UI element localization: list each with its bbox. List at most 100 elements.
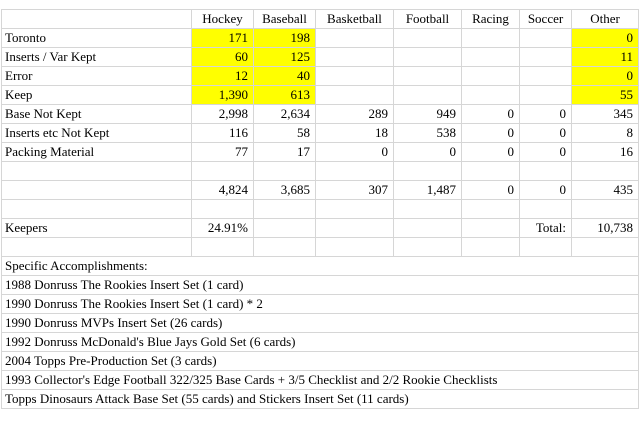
cell[interactable]: 16 bbox=[571, 142, 639, 162]
cell[interactable]: 0 bbox=[461, 142, 520, 162]
cell[interactable] bbox=[461, 199, 520, 219]
column-header-racing[interactable]: Racing bbox=[461, 9, 520, 29]
cell[interactable] bbox=[253, 237, 316, 257]
note-item[interactable]: 2004 Topps Pre-Production Set (3 cards) bbox=[1, 351, 639, 371]
cell[interactable] bbox=[461, 47, 520, 67]
cell[interactable]: 0 bbox=[519, 180, 572, 200]
cell[interactable] bbox=[393, 85, 462, 105]
cell[interactable]: 40 bbox=[253, 66, 316, 86]
cell[interactable] bbox=[571, 237, 639, 257]
row-label[interactable]: Toronto bbox=[1, 28, 192, 48]
cell[interactable] bbox=[315, 161, 394, 181]
column-header-soccer[interactable]: Soccer bbox=[519, 9, 572, 29]
cell[interactable]: 0 bbox=[571, 66, 639, 86]
cell[interactable]: 613 bbox=[253, 85, 316, 105]
cell[interactable] bbox=[315, 237, 394, 257]
cell[interactable]: 0 bbox=[315, 142, 394, 162]
cell[interactable] bbox=[191, 161, 254, 181]
cell[interactable]: 4,824 bbox=[191, 180, 254, 200]
row-label[interactable]: Base Not Kept bbox=[1, 104, 192, 124]
row-label[interactable] bbox=[1, 199, 192, 219]
row-label[interactable] bbox=[1, 180, 192, 200]
cell[interactable] bbox=[461, 218, 520, 238]
cell[interactable] bbox=[393, 28, 462, 48]
row-label[interactable] bbox=[1, 237, 192, 257]
note-item[interactable]: 1993 Collector's Edge Football 322/325 B… bbox=[1, 370, 639, 390]
cell[interactable]: 17 bbox=[253, 142, 316, 162]
cell[interactable] bbox=[315, 85, 394, 105]
cell[interactable] bbox=[393, 161, 462, 181]
cell[interactable] bbox=[393, 66, 462, 86]
cell[interactable] bbox=[519, 66, 572, 86]
cell[interactable]: 77 bbox=[191, 142, 254, 162]
cell[interactable]: 8 bbox=[571, 123, 639, 143]
cell[interactable] bbox=[571, 161, 639, 181]
cell[interactable] bbox=[191, 237, 254, 257]
cell[interactable]: Total: bbox=[519, 218, 572, 238]
cell[interactable] bbox=[519, 237, 572, 257]
cell[interactable]: 307 bbox=[315, 180, 394, 200]
cell[interactable] bbox=[461, 66, 520, 86]
cell[interactable]: 198 bbox=[253, 28, 316, 48]
cell[interactable] bbox=[315, 218, 394, 238]
cell[interactable] bbox=[315, 66, 394, 86]
cell[interactable] bbox=[519, 199, 572, 219]
cell[interactable]: 0 bbox=[393, 142, 462, 162]
note-item[interactable]: 1990 Donruss MVPs Insert Set (26 cards) bbox=[1, 313, 639, 333]
cell[interactable]: 2,998 bbox=[191, 104, 254, 124]
column-header-baseball[interactable]: Baseball bbox=[253, 9, 316, 29]
cell[interactable]: 58 bbox=[253, 123, 316, 143]
cell[interactable]: 0 bbox=[519, 104, 572, 124]
cell[interactable]: 0 bbox=[519, 123, 572, 143]
cell[interactable] bbox=[253, 161, 316, 181]
row-label[interactable]: Keepers bbox=[1, 218, 192, 238]
cell[interactable] bbox=[519, 28, 572, 48]
cell[interactable] bbox=[519, 161, 572, 181]
cell[interactable]: 345 bbox=[571, 104, 639, 124]
cell[interactable]: 0 bbox=[461, 104, 520, 124]
cell[interactable]: 11 bbox=[571, 47, 639, 67]
cell[interactable] bbox=[191, 199, 254, 219]
cell[interactable] bbox=[461, 237, 520, 257]
column-header-basketball[interactable]: Basketball bbox=[315, 9, 394, 29]
cell[interactable]: 0 bbox=[461, 123, 520, 143]
column-header-hockey[interactable]: Hockey bbox=[191, 9, 254, 29]
cell[interactable]: 3,685 bbox=[253, 180, 316, 200]
note-item[interactable]: Topps Dinosaurs Attack Base Set (55 card… bbox=[1, 389, 639, 409]
cell[interactable]: 289 bbox=[315, 104, 394, 124]
cell[interactable]: 171 bbox=[191, 28, 254, 48]
cell[interactable] bbox=[461, 28, 520, 48]
row-label[interactable]: Keep bbox=[1, 85, 192, 105]
cell[interactable] bbox=[461, 85, 520, 105]
cell[interactable] bbox=[571, 199, 639, 219]
cell[interactable] bbox=[393, 218, 462, 238]
cell[interactable] bbox=[315, 199, 394, 219]
cell[interactable] bbox=[315, 28, 394, 48]
cell[interactable]: 2,634 bbox=[253, 104, 316, 124]
cell[interactable]: 18 bbox=[315, 123, 394, 143]
cell[interactable] bbox=[253, 199, 316, 219]
cell[interactable] bbox=[393, 47, 462, 67]
row-label[interactable]: Inserts etc Not Kept bbox=[1, 123, 192, 143]
cell[interactable]: 1,487 bbox=[393, 180, 462, 200]
cell[interactable]: 55 bbox=[571, 85, 639, 105]
note-item[interactable]: 1990 Donruss The Rookies Insert Set (1 c… bbox=[1, 294, 639, 314]
note-item[interactable]: 1992 Donruss McDonald's Blue Jays Gold S… bbox=[1, 332, 639, 352]
cell[interactable]: 125 bbox=[253, 47, 316, 67]
row-label[interactable]: Error bbox=[1, 66, 192, 86]
cell[interactable] bbox=[315, 47, 394, 67]
cell[interactable]: 12 bbox=[191, 66, 254, 86]
column-header-other[interactable]: Other bbox=[571, 9, 639, 29]
cell[interactable] bbox=[519, 85, 572, 105]
cell[interactable] bbox=[461, 161, 520, 181]
column-header-football[interactable]: Football bbox=[393, 9, 462, 29]
cell[interactable] bbox=[393, 237, 462, 257]
cell[interactable]: 0 bbox=[571, 28, 639, 48]
cell[interactable]: 10,738 bbox=[571, 218, 639, 238]
cell[interactable]: 949 bbox=[393, 104, 462, 124]
corner-cell[interactable] bbox=[1, 9, 192, 29]
cell[interactable]: 116 bbox=[191, 123, 254, 143]
note-item[interactable]: 1988 Donruss The Rookies Insert Set (1 c… bbox=[1, 275, 639, 295]
cell[interactable]: 24.91% bbox=[191, 218, 254, 238]
cell[interactable]: 435 bbox=[571, 180, 639, 200]
